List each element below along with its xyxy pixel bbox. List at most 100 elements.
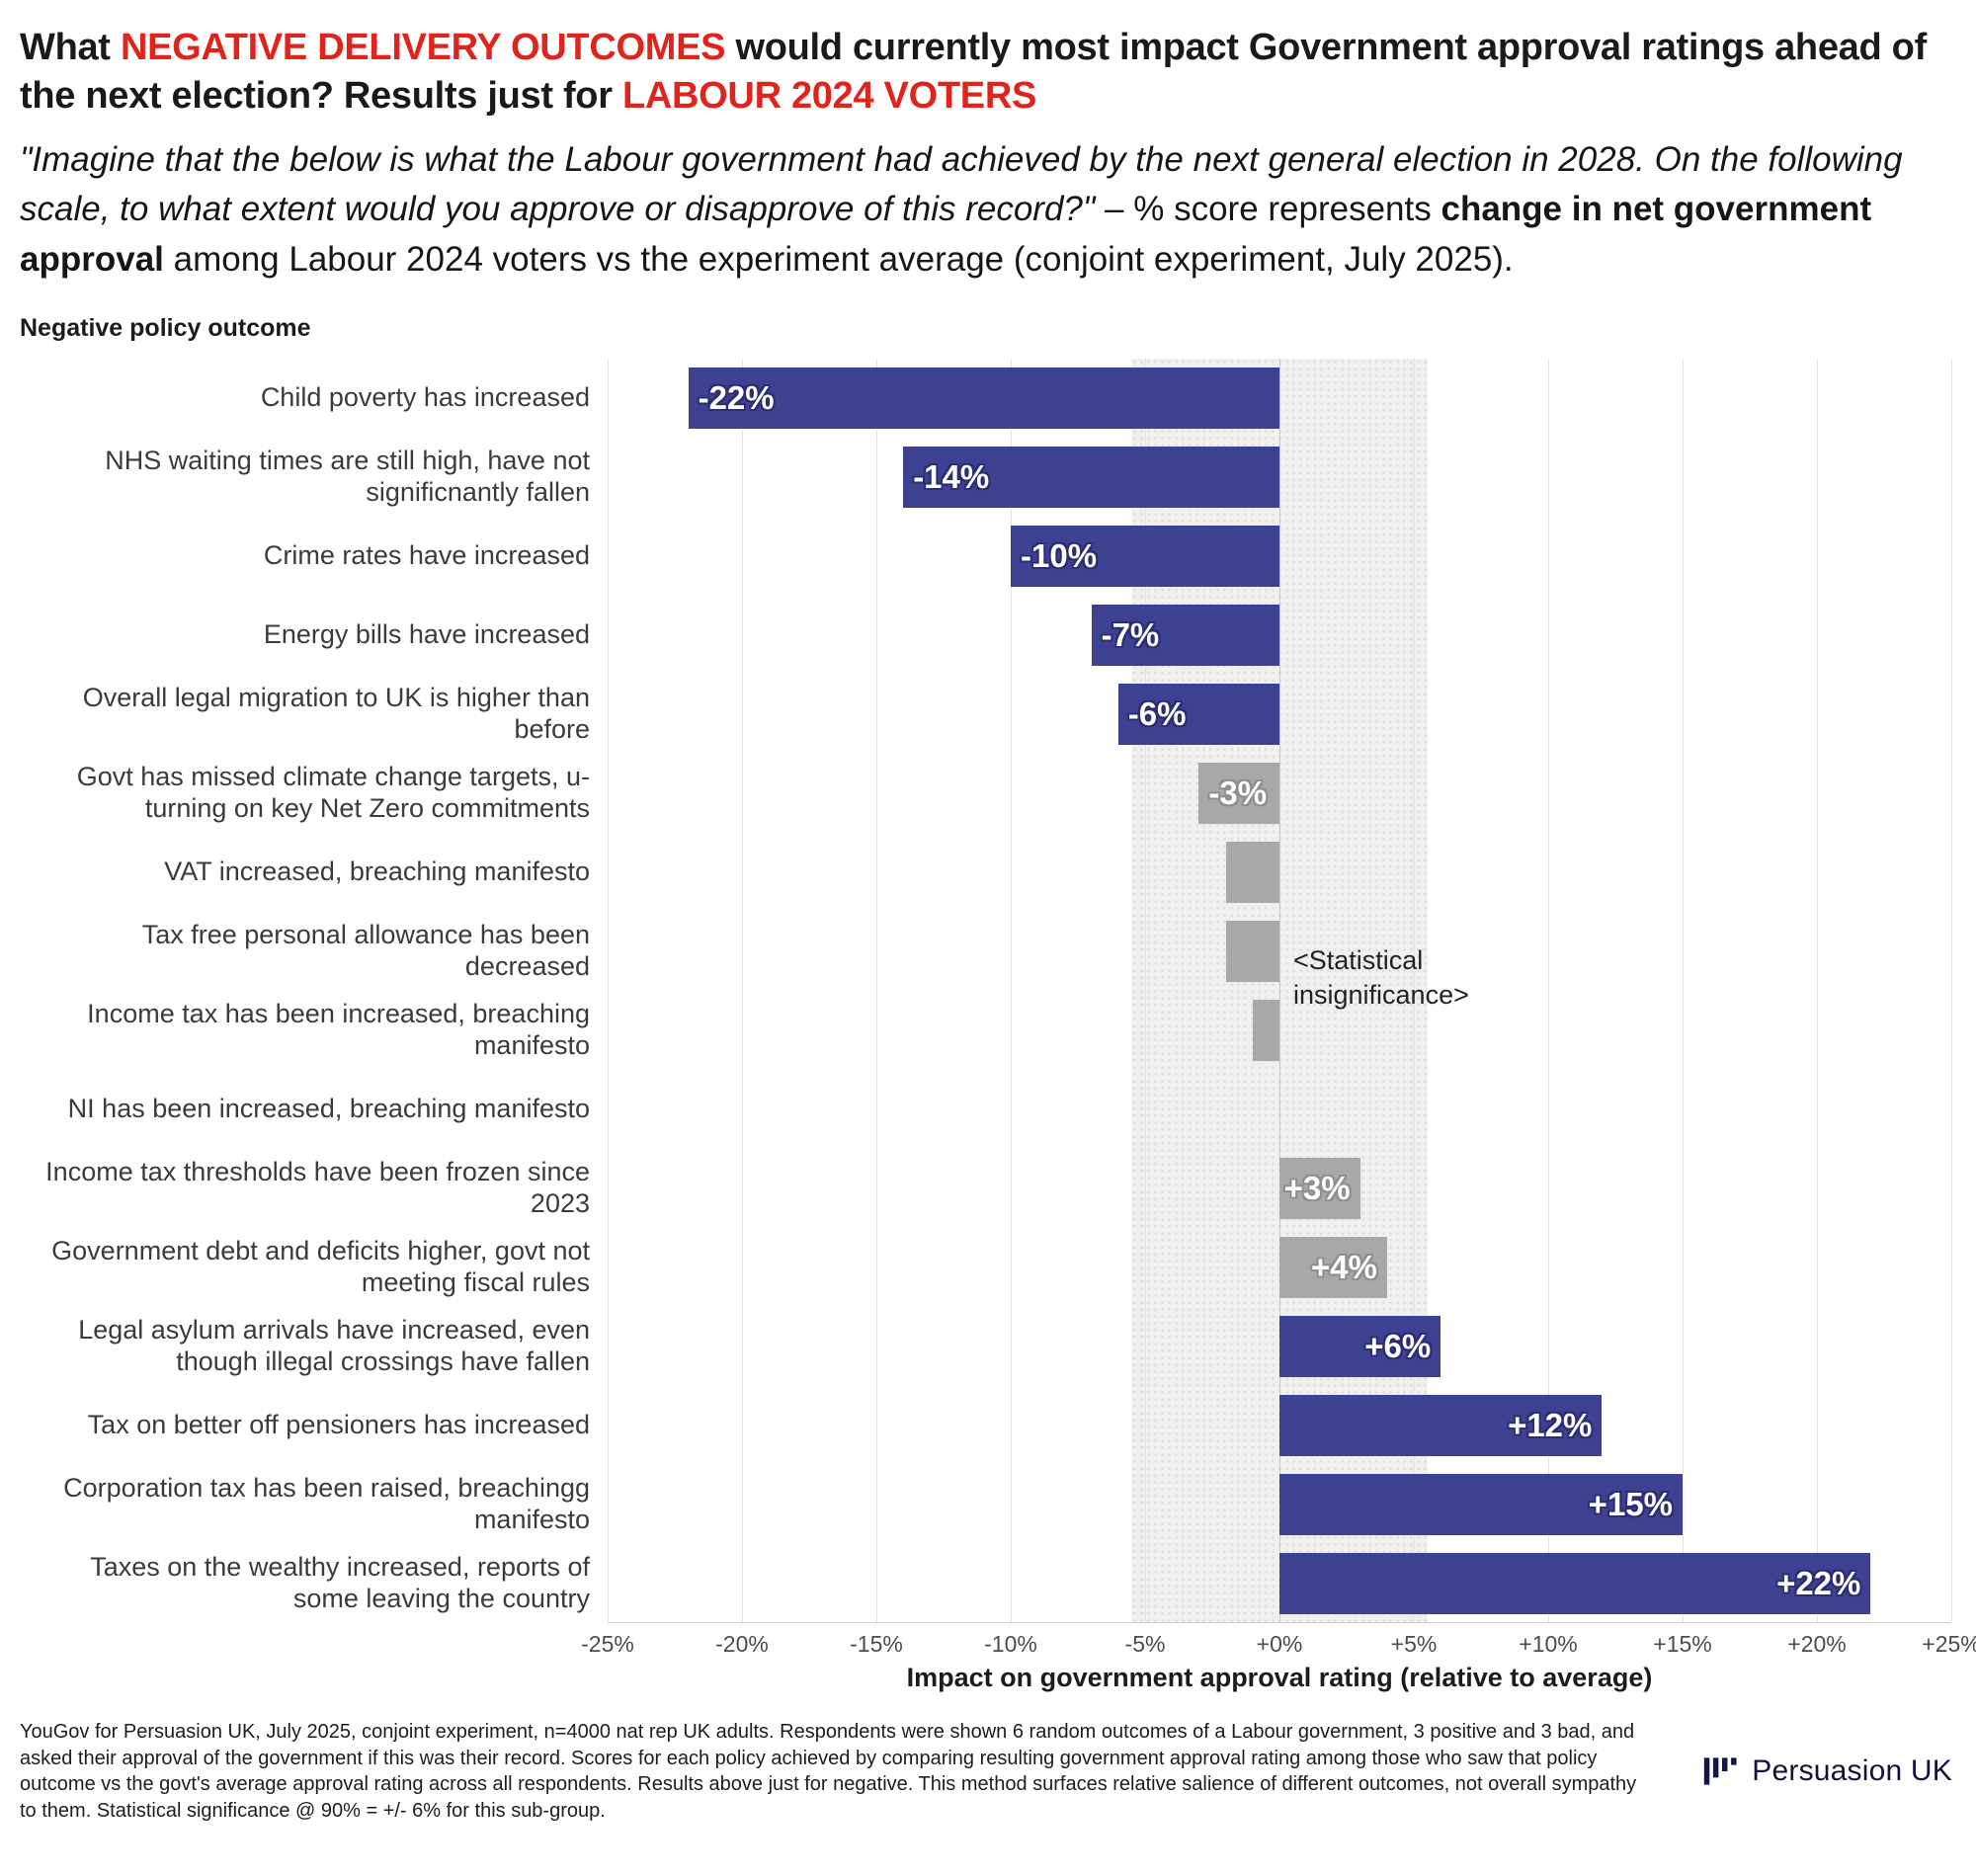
- bar: +4%: [1279, 1236, 1387, 1298]
- bar-value-label: +6%: [1364, 1327, 1432, 1364]
- category-label: Income tax thresholds have been frozen s…: [45, 1157, 590, 1218]
- category-label: Govt has missed climate change targets, …: [76, 762, 590, 823]
- chart-row: Tax free personal allowance has been dec…: [0, 912, 1951, 991]
- gridline: [608, 358, 609, 1622]
- bar-track: [608, 1070, 1951, 1149]
- chart-row: Child poverty has increased -22%: [0, 359, 1951, 438]
- bar-track: +3%: [608, 1149, 1951, 1228]
- chart-row: Corporation tax has been raised, breachi…: [0, 1465, 1951, 1544]
- chart-row: Legal asylum arrivals have increased, ev…: [0, 1307, 1951, 1386]
- header: What NEGATIVE DELIVERY OUTCOMES would cu…: [0, 24, 1976, 285]
- gridline: [1683, 358, 1684, 1622]
- bar-track: -14%: [608, 438, 1951, 517]
- chart-row: VAT increased, breaching manifesto: [0, 833, 1951, 912]
- gridline: [1817, 358, 1818, 1622]
- x-axis-ticks: -25% -20% -15% -10% -5% +0% +5% +10% +15% +20% +25…: [581, 1623, 1976, 1657]
- bar-track: -3%: [608, 754, 1951, 833]
- category-label: Taxes on the wealthy increased, reports …: [90, 1552, 590, 1613]
- y-axis-caption: Negative policy outcome: [20, 313, 311, 342]
- bar: -3%: [1198, 762, 1279, 824]
- bar: -10%: [1011, 525, 1279, 587]
- x-tick-label: +20%: [1787, 1630, 1847, 1657]
- bar-value-label: -22%: [698, 378, 775, 416]
- chart-row: NI has been increased, breaching manifes…: [0, 1070, 1951, 1149]
- category-label: Legal asylum arrivals have increased, ev…: [78, 1315, 590, 1376]
- x-tick-label: -10%: [984, 1630, 1037, 1657]
- bar-track: -22%: [608, 359, 1951, 438]
- zero-gridline: [1279, 358, 1280, 1622]
- gridline: [1011, 358, 1012, 1622]
- chart-row: Govt has missed climate change targets, …: [0, 754, 1951, 833]
- category-label: Income tax has been increased, breaching…: [87, 999, 590, 1060]
- x-tick-label: -15%: [850, 1630, 903, 1657]
- bar-value-label: +12%: [1508, 1406, 1593, 1443]
- bar-value-label: -6%: [1127, 694, 1187, 732]
- bar-track: [608, 991, 1951, 1070]
- category-label: Corporation tax has been raised, breachi…: [63, 1473, 590, 1534]
- bar-track: -6%: [608, 675, 1951, 754]
- chart-rows: Child poverty has increased -22% NHS waiti…: [0, 359, 1951, 1623]
- gridline: [742, 358, 743, 1622]
- bar-track: +6%: [608, 1307, 1951, 1386]
- bar-track: [608, 833, 1951, 912]
- x-tick-label: +0%: [1256, 1630, 1303, 1657]
- persuasion-logo: Persuasion UK: [1702, 1752, 1952, 1791]
- chart-row: Energy bills have increased -7%: [0, 596, 1951, 675]
- logo-bars-icon: [1704, 1757, 1737, 1785]
- bar-value-label: +15%: [1588, 1485, 1673, 1522]
- chart-section: Negative policy outcome <Statistical ins…: [0, 314, 1976, 1693]
- subtitle-segment: among Labour 2024 voters vs the experime…: [163, 239, 1514, 279]
- gridline: [876, 358, 877, 1622]
- chart-row: Overall legal migration to UK is higher …: [0, 675, 1951, 754]
- bar: [1225, 841, 1279, 903]
- title-text: would currently most impact Government a…: [20, 27, 1927, 118]
- bar-value-label: -3%: [1208, 774, 1268, 811]
- bar: -7%: [1091, 604, 1279, 666]
- title-highlight: NEGATIVE DELIVERY OUTCOMES: [120, 27, 726, 68]
- chart-row: Crime rates have increased -10%: [0, 517, 1951, 596]
- chart-row: Tax on better off pensioners has increas…: [0, 1386, 1951, 1465]
- bar-value-label: +22%: [1776, 1564, 1861, 1601]
- category-label: Tax free personal allowance has been dec…: [141, 920, 590, 981]
- category-label: NHS waiting times are still high, have n…: [105, 446, 590, 507]
- gridline: [1414, 358, 1415, 1622]
- category-label: Crime rates have increased: [263, 540, 590, 571]
- bar-value-label: +4%: [1310, 1248, 1377, 1285]
- logo-text: Persuasion UK: [1752, 1754, 1952, 1788]
- bar-value-label: -7%: [1101, 615, 1160, 653]
- chart-row: Government debt and deficits higher, gov…: [0, 1228, 1951, 1307]
- gridline: [1951, 358, 1952, 1622]
- bar: +15%: [1279, 1473, 1683, 1535]
- subtitle: "Imagine that the below is what the Labo…: [20, 135, 1954, 285]
- x-tick-label: +15%: [1653, 1630, 1712, 1657]
- category-label: Overall legal migration to UK is higher …: [82, 683, 590, 744]
- bar-track: +12%: [608, 1386, 1951, 1465]
- footer: YouGov for Persuasion UK, July 2025, con…: [0, 1719, 1976, 1824]
- category-label: Energy bills have increased: [263, 619, 590, 650]
- bar: -14%: [903, 446, 1279, 508]
- category-label: Child poverty has increased: [260, 382, 590, 413]
- x-tick-label: -25%: [581, 1630, 634, 1657]
- bar-chart: <Statistical insignificance> Child pover…: [0, 358, 1952, 1623]
- bar: -6%: [1117, 683, 1279, 745]
- gridline: [1548, 358, 1549, 1622]
- source-note: YouGov for Persuasion UK, July 2025, con…: [20, 1720, 1637, 1822]
- bar-track: -7%: [608, 596, 1951, 675]
- subtitle-segment: change in net government approval: [20, 190, 1872, 279]
- subtitle-segment: % score represents: [1133, 190, 1441, 229]
- bar: [1225, 920, 1279, 982]
- bar-value-label: -10%: [1021, 536, 1098, 574]
- subtitle-segment: "Imagine that the below is what the Labo…: [20, 139, 1903, 229]
- x-tick-label: -5%: [1124, 1630, 1166, 1657]
- chart-row: Taxes on the wealthy increased, reports …: [0, 1544, 1951, 1623]
- bar: +12%: [1279, 1394, 1603, 1456]
- category-label: NI has been increased, breaching manifes…: [67, 1094, 590, 1124]
- bar: -22%: [688, 367, 1279, 429]
- bar-value-label: +3%: [1283, 1169, 1351, 1206]
- bar: +22%: [1279, 1552, 1871, 1614]
- category-label: VAT increased, breaching manifesto: [164, 856, 590, 887]
- x-axis-label: Impact on government approval rating (re…: [906, 1662, 1653, 1692]
- gridline: [1145, 358, 1146, 1622]
- bar: +3%: [1279, 1157, 1360, 1219]
- chart-row: Income tax thresholds have been frozen s…: [0, 1149, 1951, 1228]
